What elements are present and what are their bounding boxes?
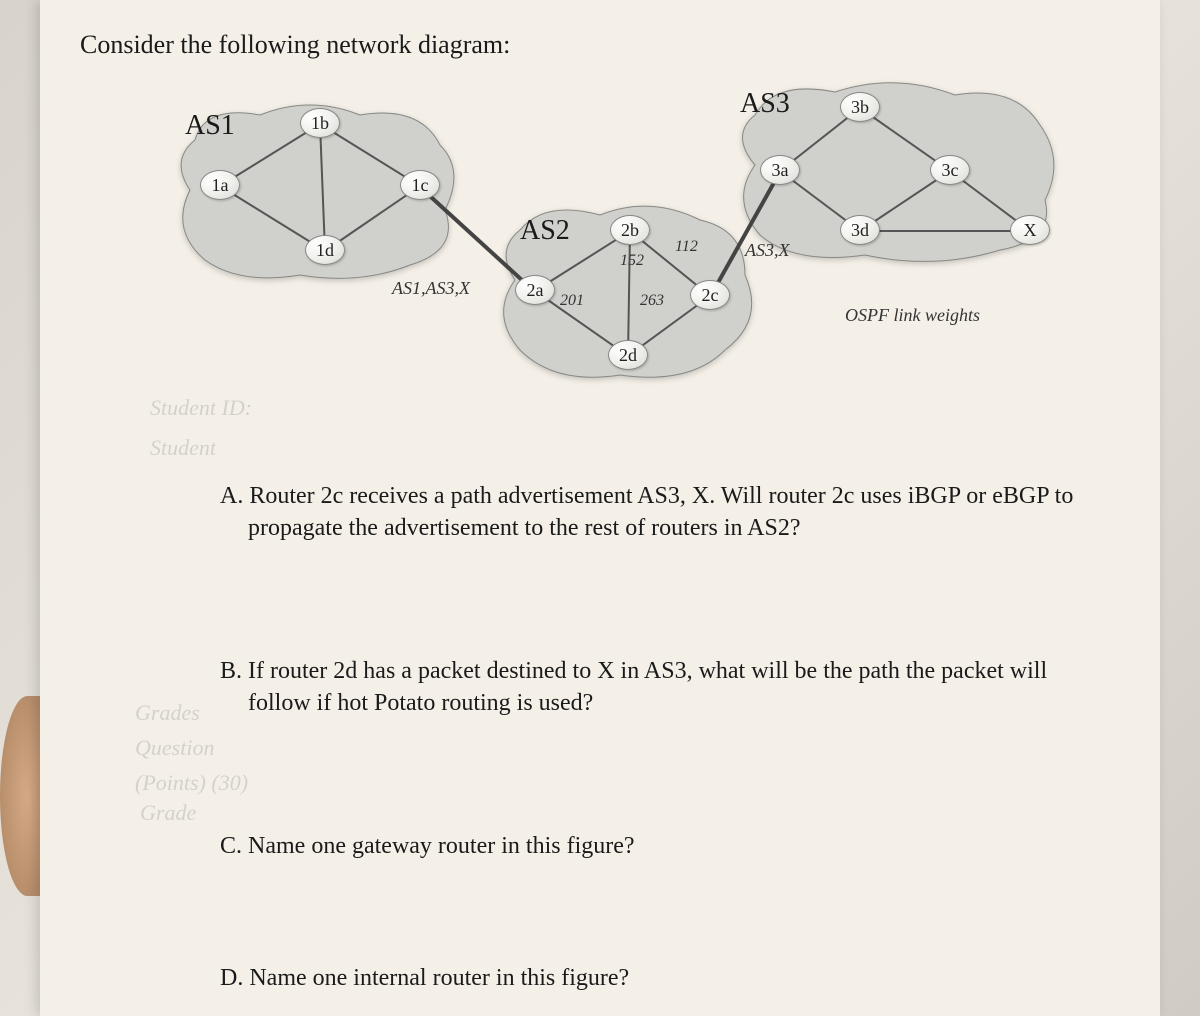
as2-label: AS2 (520, 215, 570, 247)
node-2d: 2d (608, 340, 648, 370)
ghost-grades: Grades (135, 700, 200, 726)
as1-label: AS1 (185, 110, 235, 142)
ghost-student: Student (150, 435, 216, 461)
question-b: B. If router 2d has a packet destined to… (220, 655, 1080, 720)
node-1c: 1c (400, 170, 440, 200)
node-3a: 3a (760, 155, 800, 185)
question-a: A. Router 2c receives a path advertiseme… (220, 480, 1080, 545)
as3-label: AS3 (740, 88, 790, 120)
node-1b: 1b (300, 108, 340, 138)
ghost-question: Question (135, 735, 214, 761)
node-3c: 3c (930, 155, 970, 185)
questions-block: A. Router 2c receives a path advertiseme… (220, 480, 1080, 994)
edge-3d-X (860, 230, 1030, 232)
ghost-student-id: Student ID: (150, 395, 252, 421)
node-3d: 3d (840, 215, 880, 245)
annot-as3x: AS3,X (745, 240, 790, 261)
node-3b: 3b (840, 92, 880, 122)
page: Consider the following network diagram: … (40, 0, 1160, 1016)
weight-201: 201 (560, 292, 584, 310)
ospf-legend: OSPF link weights (845, 305, 980, 326)
node-2c: 2c (690, 280, 730, 310)
weight-152: 152 (620, 252, 644, 270)
node-1d: 1d (305, 235, 345, 265)
node-X: X (1010, 215, 1050, 245)
ghost-grade: Grade (140, 800, 196, 826)
question-c: C. Name one gateway router in this figur… (220, 830, 1080, 862)
network-diagram: AS1 AS2 AS3 1a 1b 1c 1d 2a 2b 2c 2d 3a 3… (140, 80, 1100, 400)
node-2a: 2a (515, 275, 555, 305)
node-1a: 1a (200, 170, 240, 200)
weight-263: 263 (640, 292, 664, 310)
ghost-points: (Points) (30) (135, 770, 248, 796)
prompt-text: Consider the following network diagram: (80, 30, 1110, 60)
node-2b: 2b (610, 215, 650, 245)
annot-as1as3x: AS1,AS3,X (392, 278, 470, 299)
question-d: D. Name one internal router in this figu… (220, 962, 1080, 994)
weight-112: 112 (675, 238, 698, 256)
